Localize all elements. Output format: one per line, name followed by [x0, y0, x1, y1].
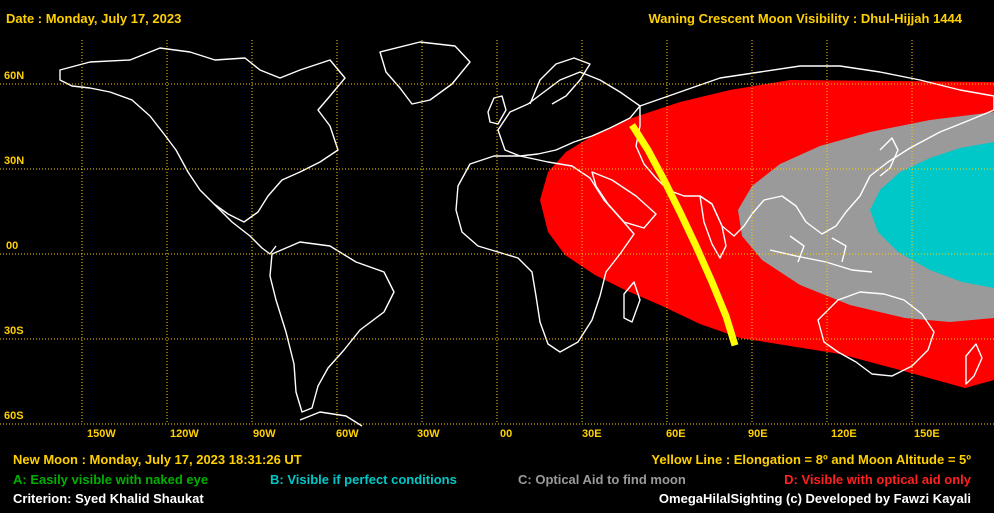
legend-c: C: Optical Aid to find moon [518, 472, 686, 487]
japan-coast [879, 137, 899, 177]
africa-coast [455, 155, 635, 353]
yellow-line-legend: Yellow Line : Elongation = 8º and Moon A… [651, 452, 971, 467]
yellow-line-elongation-altitude [629, 123, 739, 347]
credit-label: OmegaHilalSighting (c) Developed by Fawz… [658, 491, 971, 506]
lon-label-60w: 60W [336, 428, 359, 440]
arabia-coast [591, 171, 657, 229]
lon-label-30w: 30W [417, 428, 440, 440]
lat-label-60n: 60N [4, 70, 25, 82]
zone-b-region [870, 142, 994, 288]
date-label: Date : Monday, July 17, 2023 [6, 11, 182, 26]
legend-d: D: Visible with optical aid only [784, 472, 971, 487]
greenland-coast [379, 41, 471, 105]
british-isles-coast [487, 95, 507, 125]
lon-label-00: 00 [500, 428, 513, 440]
south-america-coast [269, 241, 395, 413]
lon-label-150e: 150E [914, 428, 940, 440]
graticule-grid [0, 40, 994, 425]
scandinavia-coast [529, 57, 591, 105]
lon-label-120w: 120W [170, 428, 199, 440]
india-coast [699, 195, 727, 259]
antarctica-coast [299, 411, 363, 427]
new-moon-time: New Moon : Monday, July 17, 2023 18:31:2… [13, 452, 302, 467]
europe-coast [497, 71, 641, 157]
lon-label-120e: 120E [831, 428, 857, 440]
legend-a: A: Easily visible with naked eye [13, 472, 209, 487]
criterion-label: Criterion: Syed Khalid Shaukat [13, 491, 204, 506]
lon-label-90w: 90W [253, 428, 276, 440]
central-america-coast [213, 203, 277, 255]
north-america-coast [59, 47, 346, 223]
australia-coast [817, 291, 935, 377]
lat-label-30s: 30S [4, 325, 24, 337]
asia-coast [635, 65, 994, 237]
lon-label-60e: 60E [666, 428, 686, 440]
lon-label-150w: 150W [87, 428, 116, 440]
lat-label-30n: 30N [4, 155, 25, 167]
lon-label-90e: 90E [748, 428, 768, 440]
madagascar-coast [623, 281, 641, 323]
map-title: Waning Crescent Moon Visibility : Dhul-H… [648, 11, 963, 26]
lat-label-00: 00 [6, 240, 19, 252]
new-zealand-coast [965, 343, 983, 385]
legend-b: B: Visible if perfect conditions [270, 472, 457, 487]
lat-label-60s: 60S [4, 410, 24, 422]
indonesia-coast [769, 235, 873, 273]
lon-label-30e: 30E [582, 428, 602, 440]
